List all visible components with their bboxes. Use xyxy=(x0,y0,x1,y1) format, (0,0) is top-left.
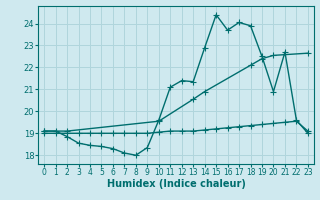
X-axis label: Humidex (Indice chaleur): Humidex (Indice chaleur) xyxy=(107,179,245,189)
